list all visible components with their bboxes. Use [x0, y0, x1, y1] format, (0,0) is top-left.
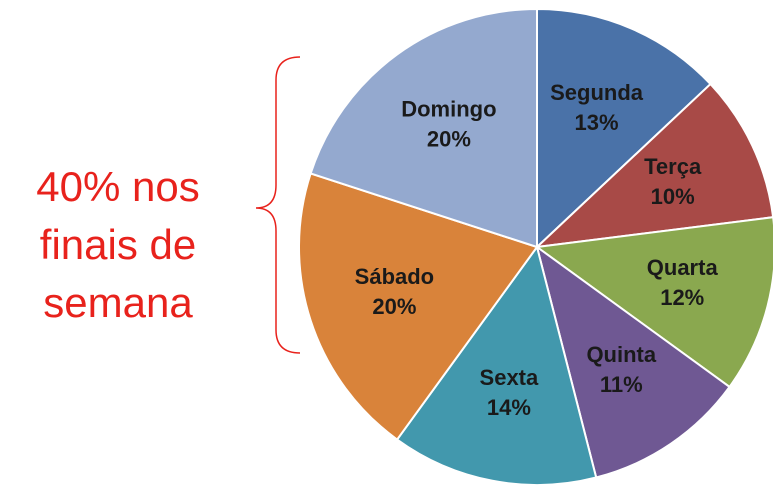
- value-label: 10%: [651, 184, 695, 209]
- value-label: 12%: [660, 285, 704, 310]
- pie-slice: [309, 7, 538, 249]
- pie-slice: [395, 244, 598, 486]
- category-label: Quarta: [647, 255, 719, 280]
- category-label: Segunda: [550, 80, 644, 105]
- brace: [255, 56, 301, 354]
- category-label: Terça: [644, 154, 702, 179]
- category-label: Quinta: [586, 342, 656, 367]
- annotation: 40% nos: [36, 163, 199, 210]
- pie-slice: [298, 172, 539, 441]
- annotation: semana: [43, 279, 193, 326]
- category-label: Sexta: [480, 365, 539, 390]
- annotation: finais de: [40, 221, 196, 268]
- value-label: 11%: [600, 372, 643, 397]
- category-label: Sábado: [355, 264, 434, 289]
- value-label: 20%: [372, 294, 416, 319]
- pie-slice: [534, 82, 773, 249]
- pie-slice: [534, 216, 773, 389]
- pie-slice: [535, 244, 731, 479]
- value-label: 20%: [427, 127, 471, 152]
- category-label: Domingo: [401, 97, 496, 122]
- value-label: 13%: [575, 110, 619, 135]
- pie-slice: [536, 7, 712, 250]
- value-label: 14%: [487, 395, 531, 420]
